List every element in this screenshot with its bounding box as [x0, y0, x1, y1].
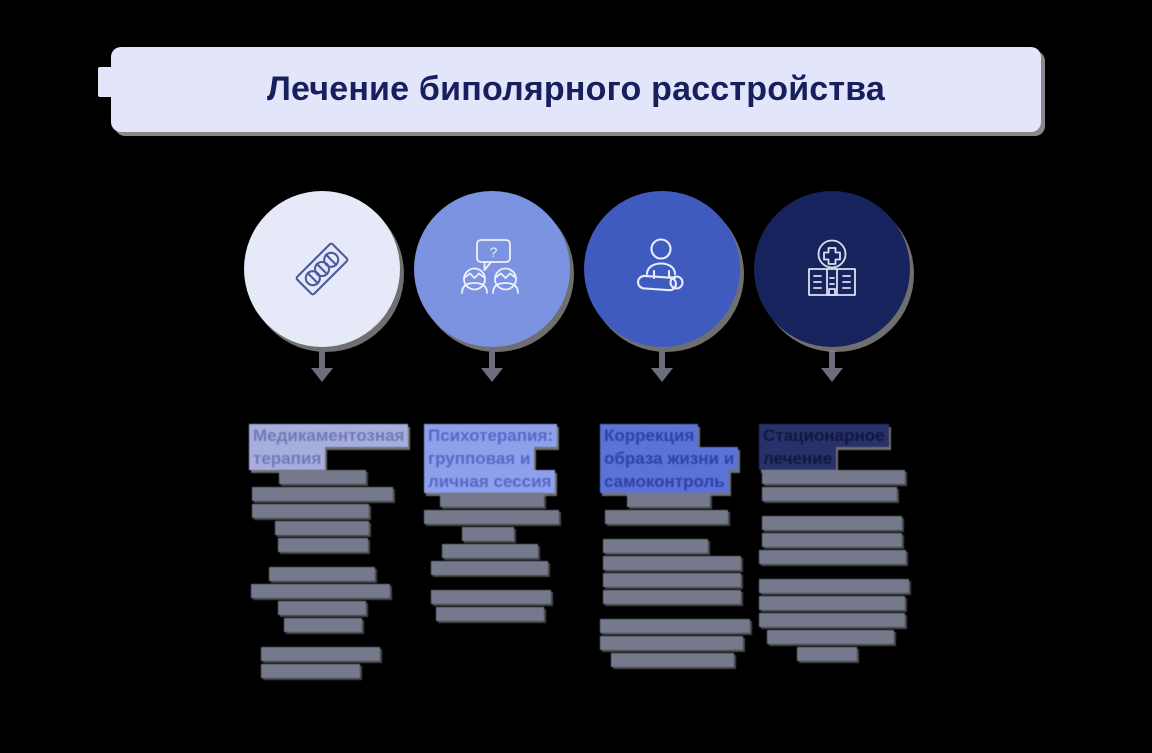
svg-text:?: ?	[490, 244, 498, 260]
